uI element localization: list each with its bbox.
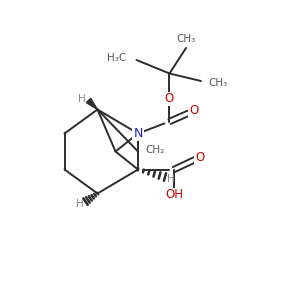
Text: H₃C: H₃C: [107, 53, 127, 64]
Text: H: H: [76, 199, 84, 209]
Polygon shape: [86, 98, 98, 110]
Text: O: O: [195, 151, 204, 164]
Text: CH₃: CH₃: [209, 77, 228, 88]
Text: OH: OH: [165, 188, 183, 202]
Text: O: O: [189, 104, 198, 118]
Text: CH₂: CH₂: [145, 145, 164, 155]
Text: CH₃: CH₃: [176, 34, 196, 44]
Text: O: O: [165, 92, 174, 106]
Text: H: H: [167, 173, 174, 184]
Text: H: H: [78, 94, 86, 104]
Text: N: N: [133, 127, 143, 140]
